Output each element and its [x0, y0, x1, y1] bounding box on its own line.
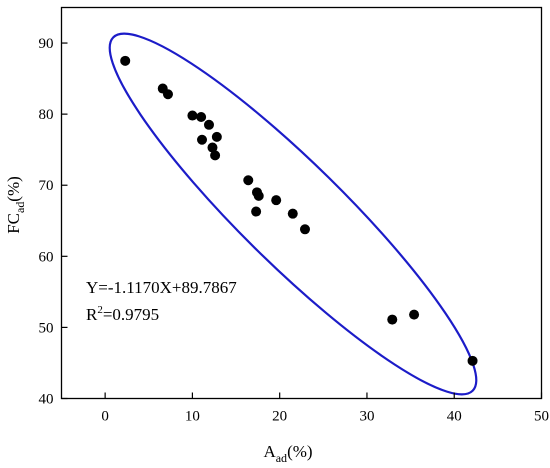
data-point	[409, 309, 420, 320]
x-axis-ticks: 0 10 20 30 40 50	[101, 392, 549, 425]
data-point	[211, 131, 222, 142]
x-tick-label: 10	[185, 409, 200, 425]
x-tick-label: 20	[272, 409, 287, 425]
confidence-ellipse	[108, 32, 478, 396]
x-tick-label: 50	[534, 409, 549, 425]
data-point	[210, 150, 221, 161]
y-tick-label: 60	[39, 249, 54, 265]
data-points	[120, 55, 478, 366]
x-tick-label: 0	[101, 409, 109, 425]
data-point	[243, 175, 254, 186]
data-point	[197, 134, 208, 145]
y-axis-ticks: 40 50 60 70 80 90	[39, 36, 68, 408]
x-axis-title: Aad(%)	[263, 442, 312, 465]
y-axis-title: FCad(%)	[4, 176, 27, 234]
y-tick-label: 70	[39, 178, 54, 194]
r-squared: R2=0.9795	[86, 304, 159, 324]
regression-equation: Y=-1.1170X+89.7867	[86, 278, 237, 297]
plot-frame	[60, 6, 543, 400]
data-point	[287, 208, 298, 219]
r-squared-value: =0.9795	[103, 305, 159, 324]
data-point	[162, 89, 173, 100]
data-point	[251, 206, 262, 217]
x-tick-label: 30	[359, 409, 374, 425]
y-tick-label: 50	[39, 320, 54, 336]
data-point	[467, 355, 478, 366]
r-squared-prefix: R	[86, 305, 98, 324]
data-point	[387, 314, 398, 325]
y-tick-label: 80	[39, 107, 54, 123]
data-point	[203, 119, 214, 130]
data-point	[299, 224, 310, 235]
r-squared-superscript: 2	[97, 304, 103, 316]
x-tick-label: 40	[447, 409, 462, 425]
y-tick-label: 40	[39, 392, 54, 408]
data-point	[187, 110, 198, 121]
data-point	[120, 55, 131, 66]
data-point	[207, 142, 218, 153]
data-point	[271, 195, 282, 206]
data-point	[253, 190, 264, 201]
data-point	[196, 111, 207, 122]
y-tick-label: 90	[39, 36, 54, 52]
